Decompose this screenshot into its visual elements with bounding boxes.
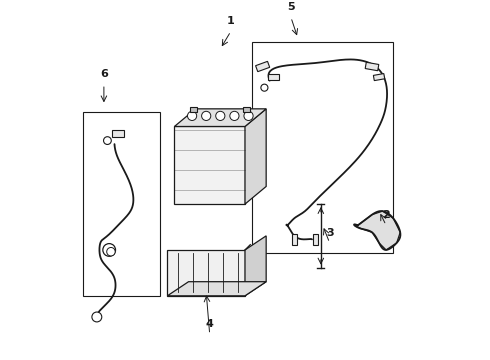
Text: 5: 5 [287, 2, 294, 12]
Polygon shape [112, 130, 124, 137]
Circle shape [230, 111, 239, 121]
Text: 3: 3 [326, 228, 334, 238]
Circle shape [103, 137, 111, 144]
Bar [83, 112, 160, 296]
Circle shape [107, 247, 115, 256]
Polygon shape [268, 74, 279, 80]
Polygon shape [168, 250, 245, 296]
Circle shape [103, 244, 116, 256]
Polygon shape [373, 73, 385, 81]
Circle shape [188, 111, 196, 121]
Polygon shape [168, 282, 266, 296]
Polygon shape [256, 61, 270, 72]
Polygon shape [174, 126, 245, 204]
Polygon shape [365, 62, 379, 71]
Circle shape [261, 84, 268, 91]
Polygon shape [313, 234, 318, 245]
Text: 2: 2 [382, 210, 390, 220]
Polygon shape [243, 107, 250, 112]
Polygon shape [174, 109, 266, 126]
Text: 1: 1 [227, 16, 235, 26]
Text: 4: 4 [206, 319, 214, 329]
Circle shape [244, 111, 253, 121]
Polygon shape [292, 234, 297, 245]
Polygon shape [354, 211, 400, 250]
Bar [252, 42, 393, 253]
Circle shape [216, 111, 225, 121]
Circle shape [92, 312, 102, 322]
Text: 6: 6 [100, 69, 108, 79]
Polygon shape [245, 236, 266, 296]
Polygon shape [245, 109, 266, 204]
Circle shape [201, 111, 211, 121]
Polygon shape [190, 107, 197, 112]
